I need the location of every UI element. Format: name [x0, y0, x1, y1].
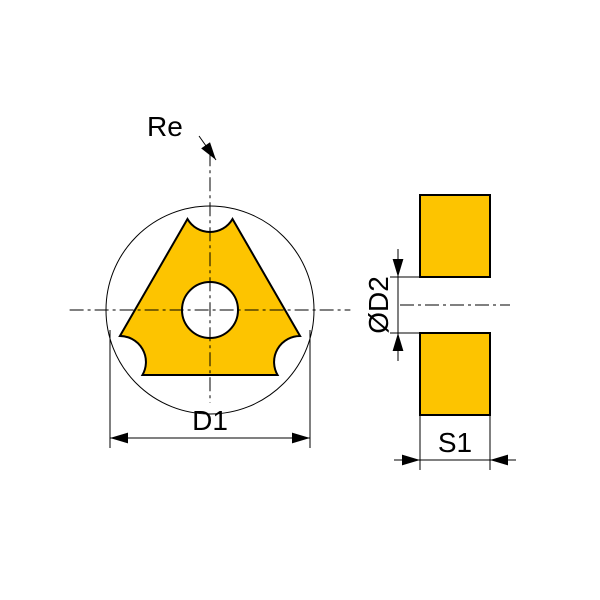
label-s1: S1 [438, 427, 472, 458]
label-d2: ØD2 [363, 276, 394, 334]
label-re: Re [147, 111, 183, 142]
label-d1: D1 [192, 405, 228, 436]
